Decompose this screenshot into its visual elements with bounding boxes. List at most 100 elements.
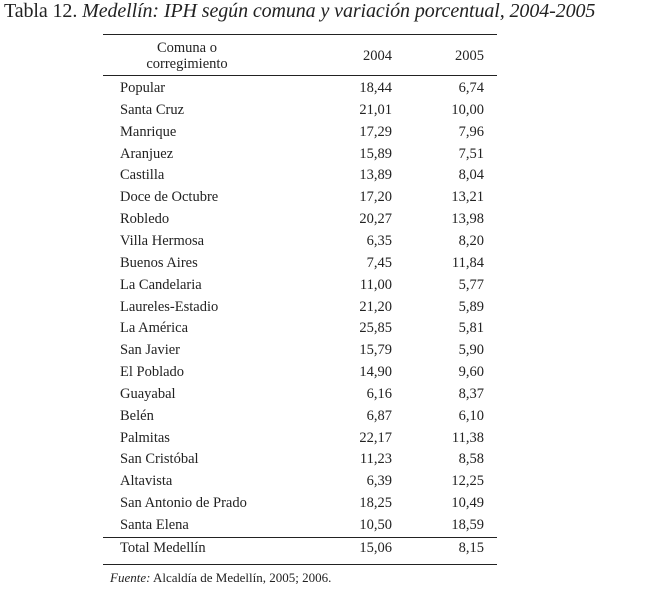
row-value-2005: 13,21 <box>451 189 484 206</box>
row-name: Palmitas <box>120 429 170 446</box>
table-row: Santa Cruz 21,01 10,00 <box>0 102 666 124</box>
row-value-2005: 7,51 <box>458 145 484 162</box>
table-row: San Cristóbal 11,23 8,58 <box>0 451 666 473</box>
header-years: 2004 2005 <box>0 48 666 70</box>
row-value-2005: 11,84 <box>451 254 484 271</box>
total-row: Total Medellín 15,06 8,15 <box>0 540 666 562</box>
row-value-2004: 17,20 <box>359 189 392 206</box>
total-rule <box>103 537 497 538</box>
row-value-2004: 15,89 <box>359 145 392 162</box>
row-value-2004: 20,27 <box>359 211 392 228</box>
row-name: San Cristóbal <box>120 451 199 468</box>
row-value-2004: 21,01 <box>359 101 392 118</box>
header-2005: 2005 <box>455 48 484 64</box>
row-name: El Poblado <box>120 364 185 381</box>
row-name: Castilla <box>120 167 165 184</box>
table-row: Santa Elena 10,50 18,59 <box>0 517 666 539</box>
row-name: La Candelaria <box>120 276 202 293</box>
table-row: Guayabal 6,16 8,37 <box>0 386 666 408</box>
table-row: Aranjuez 15,89 7,51 <box>0 146 666 168</box>
row-value-2004: 11,00 <box>359 276 392 293</box>
row-value-2005: 18,59 <box>451 517 484 533</box>
row-value-2005: 8,04 <box>458 167 484 184</box>
total-name: Total Medellín <box>120 540 206 556</box>
row-value-2004: 25,85 <box>359 320 392 337</box>
source-text: Alcaldía de Medellín, 2005; 2006. <box>152 570 332 585</box>
row-name: Popular <box>120 80 166 96</box>
row-value-2004: 6,16 <box>366 385 392 402</box>
table-row: La Candelaria 11,00 5,77 <box>0 277 666 299</box>
row-value-2005: 8,58 <box>458 451 484 468</box>
row-value-2004: 15,79 <box>359 342 392 359</box>
header-rule <box>103 75 497 76</box>
top-rule <box>103 34 497 35</box>
row-value-2005: 6,10 <box>458 407 484 424</box>
table-row: Villa Hermosa 6,35 8,20 <box>0 233 666 255</box>
row-value-2004: 18,25 <box>359 495 392 512</box>
table-row: Robledo 20,27 13,98 <box>0 211 666 233</box>
bottom-rule <box>103 564 497 565</box>
row-value-2005: 10,49 <box>451 495 484 512</box>
row-name: Buenos Aires <box>120 254 198 271</box>
row-value-2005: 5,81 <box>458 320 484 337</box>
row-value-2005: 8,20 <box>458 232 484 249</box>
source-note: Fuente: Alcaldía de Medellín, 2005; 2006… <box>110 570 331 586</box>
table-row: Popular 18,44 6,74 <box>0 80 666 102</box>
table-row: Manrique 17,29 7,96 <box>0 124 666 146</box>
row-name: Aranjuez <box>120 145 174 162</box>
row-value-2004: 10,50 <box>359 517 392 533</box>
row-value-2004: 18,44 <box>359 80 392 96</box>
row-value-2004: 6,35 <box>366 232 392 249</box>
row-name: Santa Elena <box>120 517 189 533</box>
row-name: Altavista <box>120 473 173 490</box>
row-name: Robledo <box>120 211 170 228</box>
table-row: San Antonio de Prado 18,25 10,49 <box>0 495 666 517</box>
table-number: Tabla 12. <box>4 0 78 22</box>
table-row: La América 25,85 5,81 <box>0 320 666 342</box>
header-comuna-line2: corregimiento <box>146 56 228 72</box>
row-value-2005: 11,38 <box>451 429 484 446</box>
row-value-2004: 14,90 <box>359 364 392 381</box>
row-value-2005: 5,89 <box>458 298 484 315</box>
row-name: Laureles-Estadio <box>120 298 219 315</box>
table-row: Castilla 13,89 8,04 <box>0 167 666 189</box>
row-name: Belén <box>120 407 154 424</box>
row-name: Manrique <box>120 123 177 140</box>
table-row: Laureles-Estadio 21,20 5,89 <box>0 299 666 321</box>
row-name: La América <box>120 320 189 337</box>
table-row: Buenos Aires 7,45 11,84 <box>0 255 666 277</box>
row-name: Guayabal <box>120 385 176 402</box>
row-value-2005: 7,96 <box>458 123 484 140</box>
row-value-2005: 12,25 <box>451 473 484 490</box>
row-value-2004: 22,17 <box>359 429 392 446</box>
row-value-2005: 13,98 <box>451 211 484 228</box>
row-value-2004: 11,23 <box>359 451 392 468</box>
table-row: Belén 6,87 6,10 <box>0 408 666 430</box>
row-value-2004: 13,89 <box>359 167 392 184</box>
row-name: Villa Hermosa <box>120 232 205 249</box>
row-value-2005: 5,77 <box>458 276 484 293</box>
table-row: Palmitas 22,17 11,38 <box>0 430 666 452</box>
table-row: Doce de Octubre 17,20 13,21 <box>0 189 666 211</box>
header-comuna-line1: Comuna o <box>156 40 217 56</box>
row-name: Doce de Octubre <box>120 189 219 206</box>
row-name: San Antonio de Prado <box>120 495 247 512</box>
table-row: San Javier 15,79 5,90 <box>0 342 666 364</box>
row-value-2004: 6,39 <box>366 473 392 490</box>
row-value-2005: 6,74 <box>458 80 484 96</box>
table-title: Tabla 12. Medellín: IPH según comuna y v… <box>4 0 595 23</box>
header-comuna: Comuna o corregimiento <box>120 40 254 72</box>
total-2004: 15,06 <box>359 540 392 556</box>
table-row: Altavista 6,39 12,25 <box>0 473 666 495</box>
table-row: El Poblado 14,90 9,60 <box>0 364 666 386</box>
row-value-2004: 17,29 <box>359 123 392 140</box>
row-value-2004: 21,20 <box>359 298 392 315</box>
source-label: Fuente: <box>110 570 151 585</box>
table-caption: Medellín: IPH según comuna y variación p… <box>82 0 596 22</box>
row-value-2004: 7,45 <box>366 254 392 271</box>
row-name: San Javier <box>120 342 180 359</box>
row-value-2005: 8,37 <box>458 385 484 402</box>
header-2004: 2004 <box>363 48 392 64</box>
row-value-2005: 9,60 <box>458 364 484 381</box>
total-2005: 8,15 <box>458 540 484 556</box>
